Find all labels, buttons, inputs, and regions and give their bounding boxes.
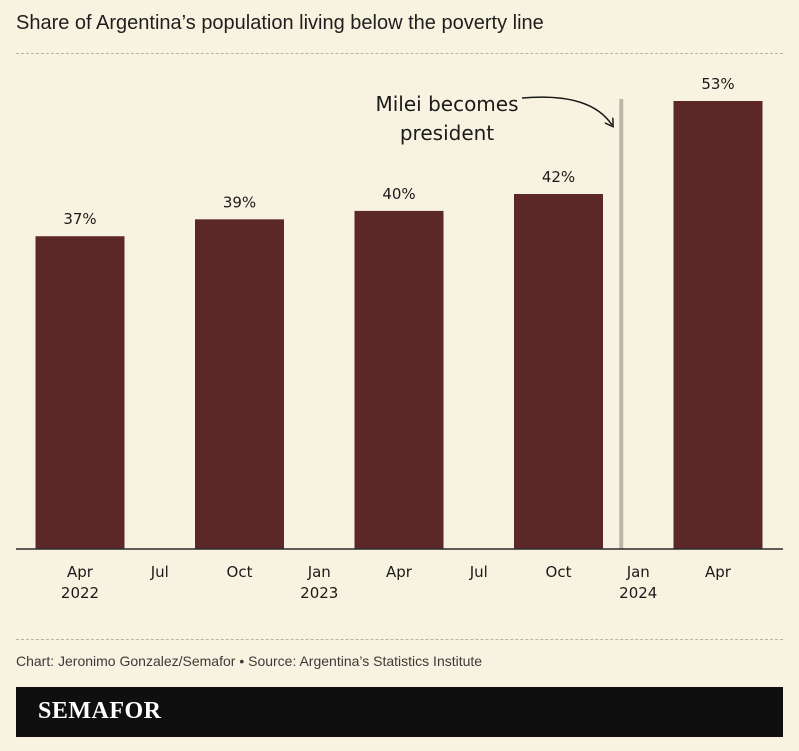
x-tick-label-6: Oct (546, 563, 572, 581)
semafor-logo: SEMAFOR (38, 698, 162, 724)
bar-4 (673, 101, 763, 549)
bar-2 (354, 210, 444, 550)
bar-1 (195, 219, 284, 549)
chart-credit: Chart: Jeronimo Gonzalez/Semafor • Sourc… (16, 653, 483, 669)
annotation-line-1: president (400, 121, 494, 145)
chart-title: Share of Argentina’s population living b… (16, 12, 544, 34)
bar-value-label-3: 42% (542, 168, 575, 186)
footer-divider (16, 639, 783, 640)
x-tick-label-3: Jan (307, 563, 331, 581)
annotation-line-0: Milei becomes (375, 92, 518, 116)
bar-value-label-0: 37% (63, 210, 96, 228)
x-tick-year-7: 2024 (619, 584, 657, 602)
bar-value-label-4: 53% (701, 75, 734, 93)
bar-value-label-2: 40% (382, 185, 415, 203)
x-tick-label-5: Jul (469, 563, 488, 581)
event-marker-line (619, 99, 624, 549)
x-tick-label-8: Apr (705, 563, 732, 581)
bar-0 (35, 236, 125, 549)
bar-3 (514, 193, 603, 549)
x-tick-year-0: 2022 (61, 584, 99, 602)
x-tick-label-7: Jan (626, 563, 650, 581)
bar-chart: 37% 39% 40% 42% 53% Milei becomes president Apr… (16, 75, 783, 602)
x-tick-year-3: 2023 (300, 584, 338, 602)
x-tick-label-0: Apr (67, 563, 94, 581)
x-tick-label-4: Apr (386, 563, 413, 581)
x-tick-label-1: Jul (150, 563, 169, 581)
title-divider (16, 53, 783, 54)
brand-bar: SEMAFOR (16, 687, 783, 737)
bar-value-label-1: 39% (223, 193, 256, 211)
annotation-arrow (521, 96, 612, 125)
x-tick-label-2: Oct (227, 563, 253, 581)
